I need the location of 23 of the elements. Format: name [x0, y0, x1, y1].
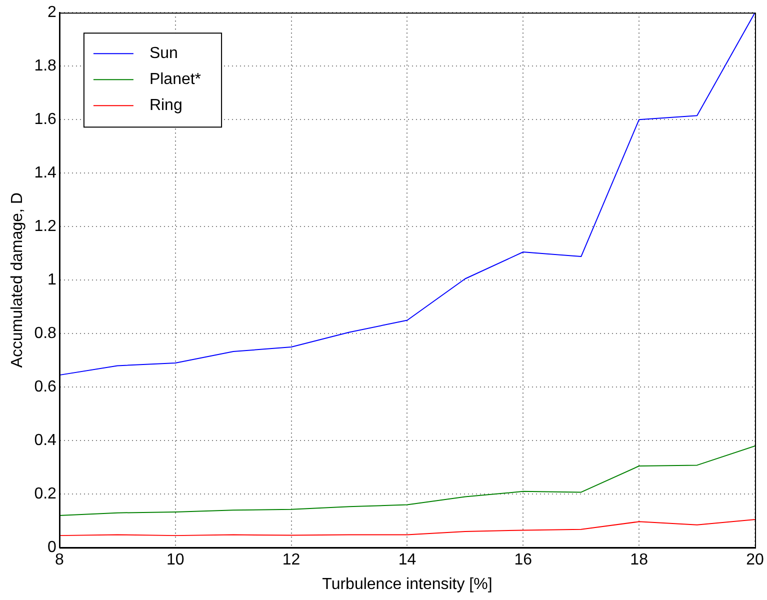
legend-label: Planet* — [149, 71, 202, 88]
y-tick-label: 1.8 — [34, 58, 57, 75]
y-tick-label: 0.2 — [34, 486, 57, 503]
y-tick-label: 1.6 — [34, 111, 57, 128]
x-tick-label: 12 — [282, 552, 300, 569]
y-tick-label: 1.4 — [34, 164, 57, 182]
x-tick-label: 20 — [746, 552, 764, 569]
x-axis-title: Turbulence intensity [%] — [322, 576, 492, 593]
x-tick-label: 14 — [398, 552, 416, 569]
y-tick-label: 1 — [48, 272, 57, 289]
y-tick-label: 1.2 — [34, 218, 57, 236]
y-tick-label: 0.6 — [34, 378, 57, 396]
y-tick-label: 0 — [48, 539, 57, 556]
y-tick-label: 2 — [48, 4, 57, 22]
legend-label: Sun — [149, 45, 178, 62]
x-tick-label: 18 — [630, 552, 648, 569]
y-axis-title: Accumulated damage, D — [9, 192, 26, 368]
y-tick-label: 0.4 — [34, 432, 57, 450]
y-tick-label: 0.8 — [34, 325, 57, 342]
x-tick-label: 8 — [54, 552, 64, 569]
x-tick-label: 16 — [514, 552, 532, 569]
x-tick-label: 10 — [166, 552, 184, 569]
legend-label: Ring — [149, 97, 182, 114]
